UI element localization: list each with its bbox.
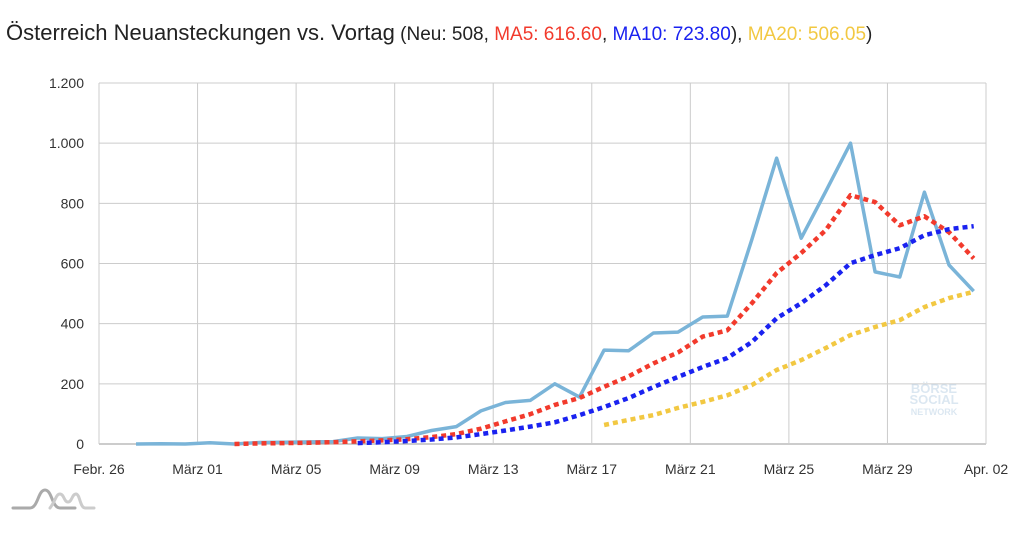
watermark-text: BÖRSE — [911, 381, 958, 396]
x-tick-label: März 17 — [566, 461, 617, 477]
y-tick-label: 1.000 — [49, 135, 84, 151]
title-sep: ), — [730, 24, 748, 45]
x-tick-label: März 05 — [271, 461, 322, 477]
series-ma5 — [234, 192, 976, 447]
logo-icon — [11, 488, 96, 510]
title-ma10: MA10: 723.80 — [612, 24, 731, 45]
y-tick-label: 1.200 — [49, 75, 84, 91]
series-lines — [135, 141, 976, 447]
axes: 0 200 400 600 800 1.000 1.200 Febr. 26 März 01 Mä… — [49, 75, 1008, 477]
title-paren: ( — [394, 24, 407, 45]
series-daily — [135, 141, 975, 446]
y-tick-label: 400 — [61, 316, 85, 332]
x-tick-label: Apr. 02 — [964, 461, 1009, 477]
title-neu: Neu: 508 — [406, 24, 484, 45]
x-tick-label: März 29 — [862, 461, 913, 477]
y-tick-label: 800 — [61, 195, 85, 211]
series-ma10 — [357, 223, 974, 446]
watermark-text: SOCIAL — [909, 392, 958, 407]
grid — [98, 82, 987, 445]
x-tick-label: März 01 — [172, 461, 223, 477]
x-tick-label: März 13 — [468, 461, 519, 477]
chart-title: Österreich Neuansteckungen vs. Vortag (N… — [6, 20, 872, 46]
watermark-text: NETWORK — [911, 407, 958, 417]
y-tick-label: 200 — [61, 376, 85, 392]
title-ma20: MA20: 506.05 — [747, 24, 867, 45]
x-tick-label: März 25 — [764, 461, 815, 477]
series-ma20 — [603, 289, 975, 428]
x-tick-label: März 21 — [665, 461, 716, 477]
x-tick-label: März 09 — [369, 461, 420, 477]
title-sep: , — [601, 24, 613, 45]
title-paren: ) — [866, 24, 873, 45]
y-tick-label: 0 — [76, 436, 84, 452]
title-ma5: MA5: 616.60 — [494, 24, 602, 45]
title-main: Österreich Neuansteckungen vs. Vortag — [6, 20, 395, 45]
title-sep: , — [483, 24, 495, 45]
x-tick-label: Febr. 26 — [73, 461, 125, 477]
y-tick-label: 600 — [61, 256, 85, 272]
